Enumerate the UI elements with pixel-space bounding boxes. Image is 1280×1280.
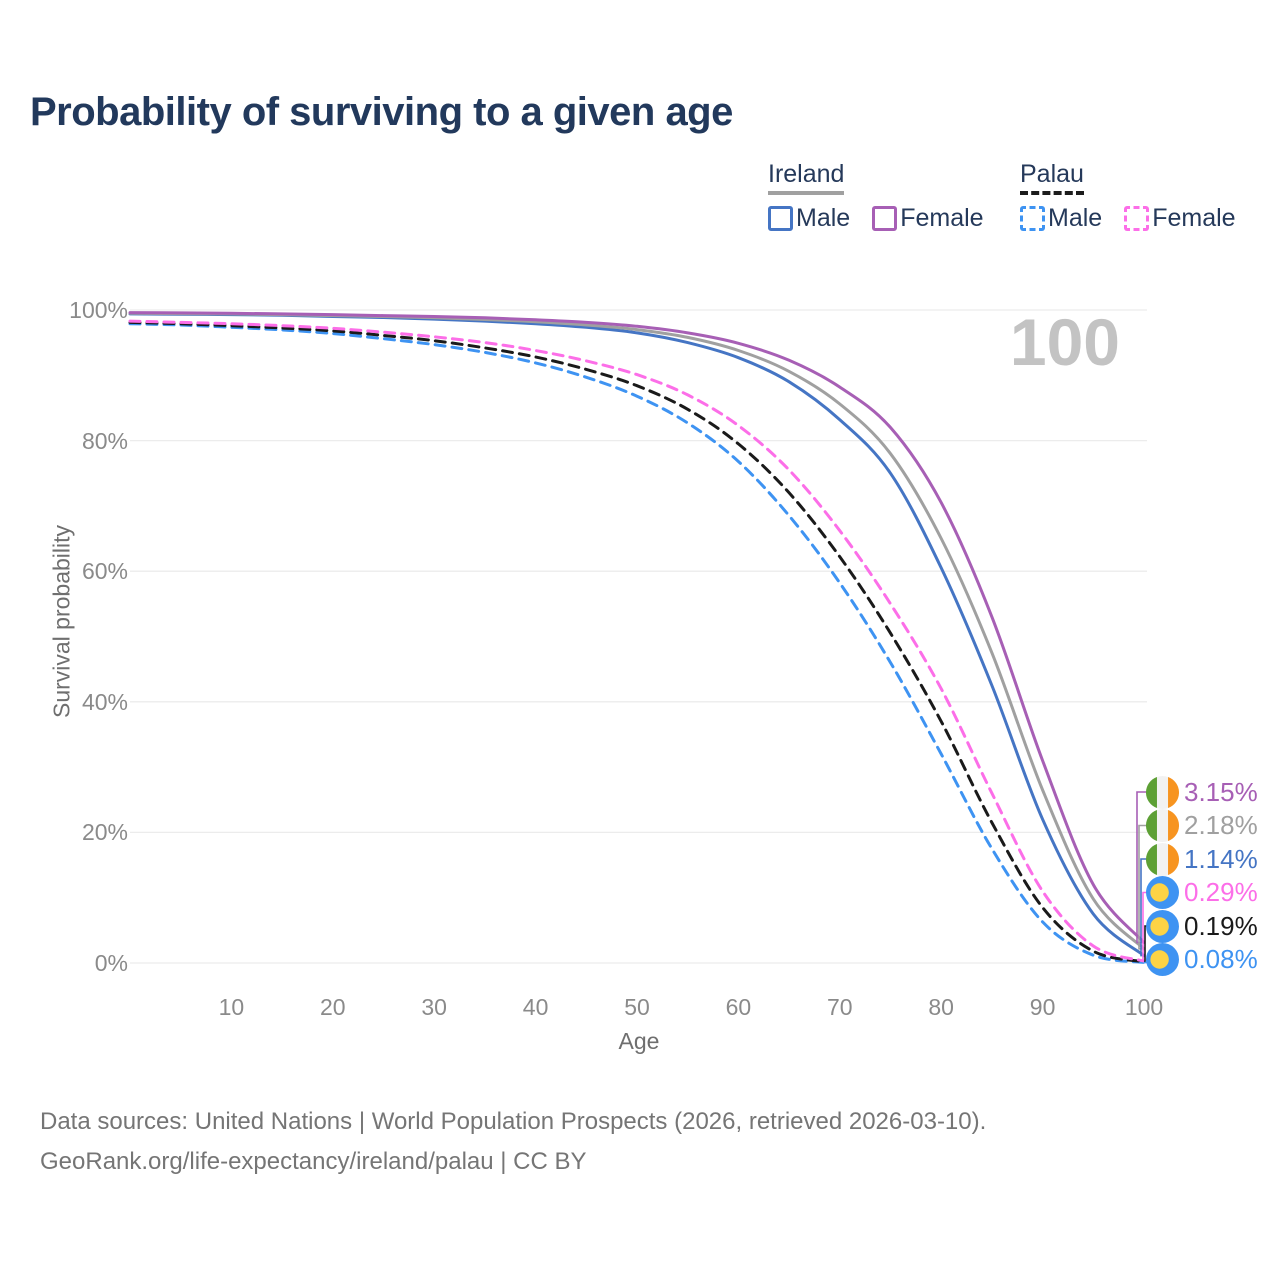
y-tick-label: 60% — [81, 558, 128, 585]
end-label-value: 0.29% — [1184, 877, 1258, 907]
palau-flag-icon — [1146, 909, 1179, 943]
ireland-female-checkbox[interactable] — [872, 206, 898, 231]
palau-male-checkbox[interactable] — [1020, 206, 1045, 231]
page-title: Probability of surviving to a given age — [30, 90, 733, 134]
y-tick-label: 0% — [94, 950, 128, 976]
end-label-value: 0.19% — [1184, 910, 1258, 941]
legend-item-label: Female — [1152, 204, 1236, 232]
end-label-value: 2.18% — [1184, 810, 1258, 840]
x-tick-label: 30 — [421, 994, 447, 1020]
x-tick-label: 50 — [624, 994, 650, 1020]
legend-item-ireland-male[interactable]: Male — [768, 204, 850, 233]
series-line-ireland-male — [128, 312, 1146, 958]
series-line-ireland-both — [128, 311, 1146, 951]
legend-group-palau-label[interactable]: Palau — [1020, 160, 1084, 195]
ireland-flag-icon — [1146, 775, 1179, 809]
palau-flag-icon — [1146, 943, 1179, 976]
y-tick-label: 40% — [81, 688, 128, 715]
end-label-row-ireland: 2.18% — [1146, 809, 1258, 843]
end-label-value: 1.14% — [1184, 843, 1258, 874]
palau-female-checkbox[interactable] — [1124, 206, 1150, 231]
x-tick-label: 80 — [928, 994, 954, 1020]
series-line-ireland-female — [128, 311, 1146, 944]
end-label-row-ireland: 1.14% — [1146, 842, 1258, 876]
series-line-palau-both — [128, 320, 1146, 964]
y-tick-label: 20% — [81, 819, 128, 846]
legend-item-palau-female[interactable]: Female — [1124, 204, 1236, 233]
end-label-row-palau: 0.19% — [1146, 909, 1258, 943]
x-axis-title: Age — [618, 1028, 660, 1054]
series-line-palau-female — [128, 319, 1146, 963]
palau-flag-icon — [1146, 876, 1179, 909]
x-tick-label: 70 — [827, 994, 853, 1020]
age-counter-watermark: 100 — [1009, 305, 1120, 379]
end-label-value: 0.08% — [1184, 944, 1258, 974]
legend-item-palau-male[interactable]: Male — [1020, 204, 1102, 233]
x-tick-label: 40 — [522, 994, 549, 1020]
legend-group-ireland-label[interactable]: Ireland — [768, 160, 845, 195]
footer-sources: Data sources: United Nations | World Pop… — [40, 1108, 987, 1135]
end-label-row-palau: 0.08% — [1146, 943, 1258, 977]
end-label-row-palau: 0.29% — [1146, 876, 1258, 910]
footer-attribution: GeoRank.org/life-expectancy/ireland/pala… — [40, 1148, 587, 1175]
series-line-palau-male — [128, 322, 1146, 964]
x-tick-label: 60 — [725, 994, 752, 1020]
x-tick-label: 10 — [218, 994, 245, 1020]
y-tick-label: 100% — [69, 297, 128, 323]
x-tick-label: 90 — [1029, 994, 1056, 1020]
end-label-row-ireland: 3.15% — [1146, 775, 1258, 809]
legend-item-label: Female — [900, 204, 984, 232]
ireland-flag-icon — [1146, 809, 1179, 842]
ireland-flag-icon — [1146, 842, 1179, 876]
end-label-value: 3.15% — [1184, 776, 1258, 807]
x-tick-label: 20 — [320, 994, 346, 1020]
end-label-connector — [1142, 891, 1148, 962]
legend-item-ireland-female[interactable]: Female — [872, 204, 984, 233]
legend-group-ireland: Ireland Male Female — [768, 160, 984, 232]
legend-item-label: Male — [1048, 204, 1103, 232]
legend-group-palau: Palau Male Female — [1020, 160, 1236, 232]
legend-item-label: Male — [796, 204, 851, 232]
ireland-male-checkbox[interactable] — [768, 206, 793, 231]
y-tick-label: 80% — [81, 427, 128, 454]
x-tick-label: 100 — [1124, 994, 1164, 1020]
